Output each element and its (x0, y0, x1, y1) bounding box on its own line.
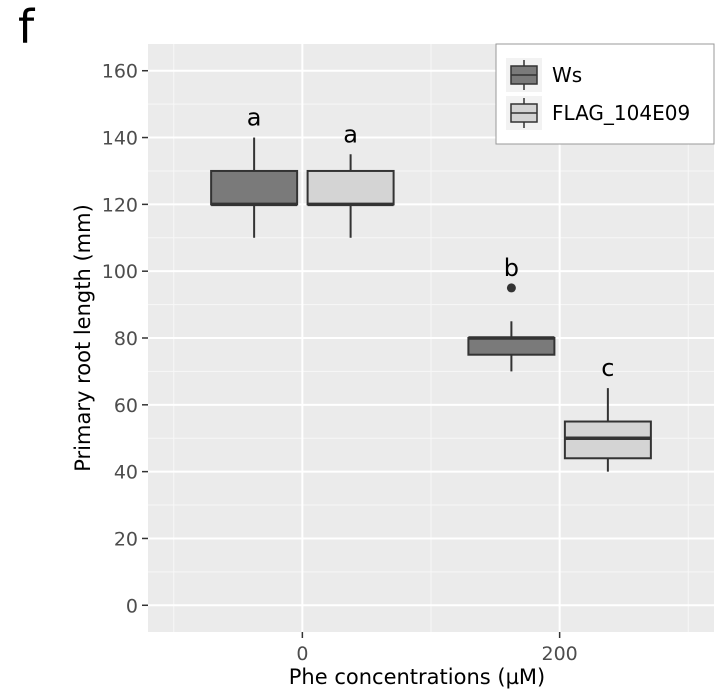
y-tick-label: 80 (114, 328, 138, 350)
x-tick-label: 0 (296, 643, 308, 665)
legend-key-FLAG_104E09 (506, 96, 542, 130)
y-tick-label: 140 (102, 128, 138, 150)
box-body (467, 337, 556, 356)
panel-label: f (18, 0, 35, 54)
box-FLAG_104E09-200 (563, 388, 652, 472)
x-axis: 0 200 (296, 632, 578, 665)
outlier-point (506, 283, 516, 293)
x-tick-label: 200 (542, 643, 578, 665)
y-tick-label: 20 (114, 528, 138, 550)
box-body (306, 169, 395, 206)
y-tick-label: 40 (114, 462, 138, 484)
box-body (210, 169, 299, 206)
legend-label: Ws (552, 63, 582, 87)
x-axis-title: Phe concentrations (µM) (289, 665, 546, 689)
y-tick-label: 60 (114, 395, 138, 417)
box-series (210, 137, 652, 472)
y-tick-label: 0 (126, 595, 138, 617)
box-Ws-0 (210, 137, 299, 238)
significance-label: a (343, 120, 358, 148)
legend-label: FLAG_104E09 (552, 101, 690, 125)
box-FLAG_104E09-0 (306, 154, 395, 238)
box-Ws-200 (467, 283, 556, 372)
significance-label: b (504, 254, 519, 282)
y-tick-label: 120 (102, 194, 138, 216)
legend: Ws FLAG_104E09 (495, 43, 715, 145)
significance-labels: a b a c (247, 104, 615, 383)
y-axis: 0 20 40 60 80 100 120 140 160 (102, 61, 148, 617)
y-tick-label: 100 (102, 261, 138, 283)
significance-label: c (601, 354, 614, 382)
y-tick-label: 160 (102, 61, 138, 83)
y-axis-title: Primary root length (mm) (71, 204, 95, 472)
significance-label: a (247, 104, 262, 132)
legend-key-Ws (506, 58, 542, 92)
